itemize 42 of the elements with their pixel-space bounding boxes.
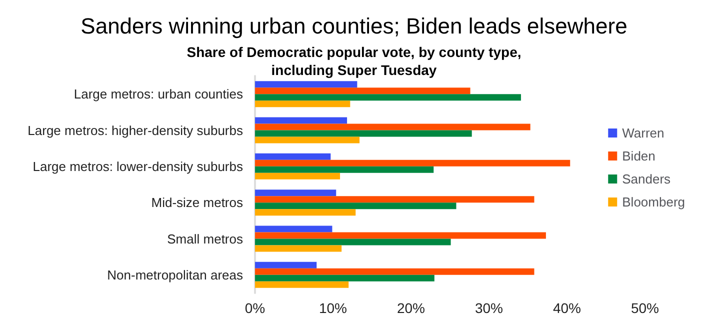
- x-tick-label: 10%: [318, 300, 348, 316]
- bar: [255, 172, 340, 180]
- bar: [255, 226, 332, 232]
- bar: [255, 196, 534, 203]
- bar: [255, 81, 358, 88]
- x-tick-label: 20%: [396, 300, 426, 316]
- bar: [255, 166, 434, 173]
- y-tick-label: Mid-size metros: [151, 195, 244, 210]
- bar: [255, 268, 534, 275]
- bar: [255, 124, 530, 130]
- bar: [255, 136, 360, 144]
- legend-label: Warren: [622, 126, 664, 140]
- y-tick-label: Non-metropolitan areas: [107, 267, 244, 282]
- legend-label: Biden: [622, 148, 656, 164]
- x-tick-label: 50%: [630, 300, 660, 316]
- bar: [255, 190, 336, 196]
- bar: [255, 262, 317, 268]
- bar: [255, 202, 456, 210]
- y-tick-label: Large metros: urban counties: [74, 86, 244, 102]
- bar: [255, 232, 546, 239]
- bar: [255, 153, 331, 160]
- bar: [255, 274, 434, 282]
- y-tick-label: Large metros: higher-density suburbs: [28, 122, 244, 138]
- bar: [255, 100, 350, 108]
- x-tick-label: 40%: [552, 300, 582, 316]
- legend-label: Sanders: [622, 172, 672, 186]
- bar: [255, 88, 470, 94]
- chart-subtitle: Share of Democratic popular vote, by county type, including Super Tuesday: [186, 44, 522, 78]
- bar: [255, 94, 521, 101]
- chart-title: Sanders winning urban counties; Biden leads elsewhere: [80, 14, 628, 38]
- bar: [255, 245, 342, 252]
- bar: [255, 130, 472, 137]
- legend-label: Bloomberg: [622, 194, 686, 210]
- bar: [255, 209, 356, 216]
- y-tick-label: Small metros: [167, 231, 244, 246]
- x-tick-label: 30%: [474, 300, 504, 316]
- bar: [255, 281, 349, 288]
- y-tick-label: Large metros: lower-density suburbs: [32, 158, 244, 174]
- bar: [255, 160, 570, 166]
- bar: [255, 117, 348, 124]
- bar: [255, 238, 451, 246]
- x-tick-label: 0%: [244, 300, 266, 316]
